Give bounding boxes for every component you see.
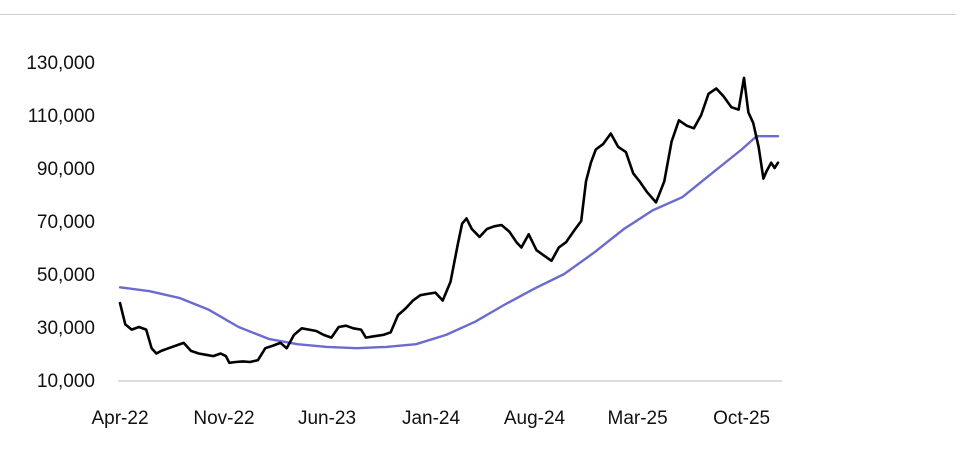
x-tick-label: Aug-24	[504, 408, 566, 429]
x-axis-tick-labels: Apr-22 Nov-22 Jun-23 Jan-24 Aug-24 Mar-2…	[91, 408, 770, 429]
y-tick-label: 110,000	[28, 106, 95, 127]
series-layer	[118, 76, 780, 365]
y-tick-label: 130,000	[26, 53, 95, 74]
x-tick-label: Mar-25	[608, 408, 668, 429]
x-tick-label: Nov-22	[193, 408, 254, 429]
x-tick-label: Jun-23	[298, 408, 356, 429]
moving-average-series-line	[118, 134, 780, 350]
x-tick-label: Jan-24	[402, 408, 461, 429]
top-divider	[0, 14, 956, 15]
plot-area	[118, 76, 782, 382]
y-tick-label: 50,000	[37, 265, 95, 286]
y-tick-label: 10,000	[37, 371, 95, 392]
x-tick-label: Apr-22	[91, 408, 148, 429]
x-tick-label: Oct-25	[713, 408, 770, 429]
y-tick-label: 90,000	[37, 159, 95, 180]
y-tick-label: 70,000	[37, 212, 95, 233]
price-series-line	[118, 76, 780, 365]
y-axis-tick-labels: 130,000 110,000 90,000 70,000 50,000 30,…	[26, 53, 95, 392]
y-tick-label: 30,000	[37, 318, 95, 339]
